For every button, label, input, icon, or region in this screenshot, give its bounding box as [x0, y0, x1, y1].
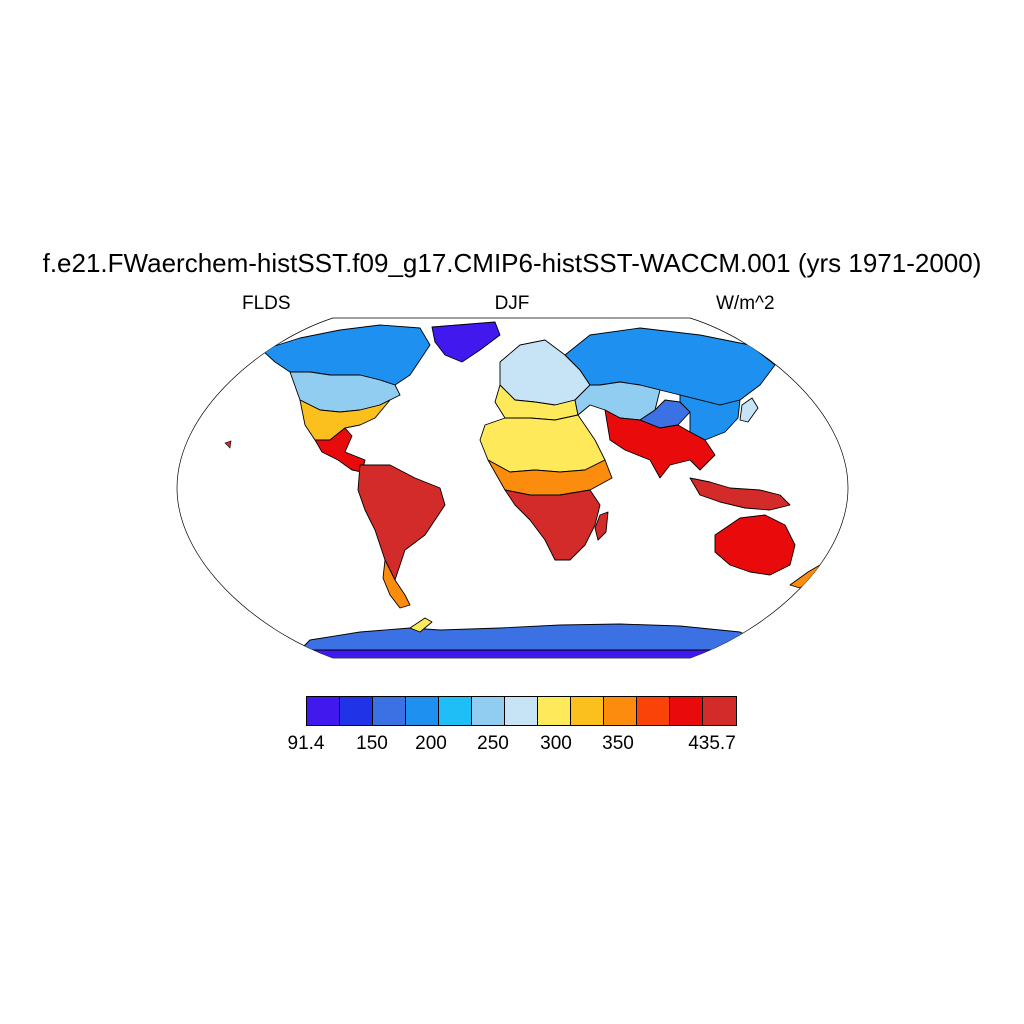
- colorbar-box: [670, 697, 703, 725]
- region-hawaii: [224, 440, 232, 449]
- season-label: DJF: [494, 293, 530, 314]
- colorbar-box: [571, 697, 604, 725]
- region-antarctic-peninsula: [409, 617, 433, 633]
- colorbar-ticks: 91.4 150 200 250 300 350 435.7: [0, 733, 1024, 757]
- colorbar-box: [604, 697, 637, 725]
- variable-label: FLDS: [242, 293, 291, 314]
- colorbar-box: [505, 697, 538, 725]
- colorbar-box: [340, 697, 373, 725]
- colorbar-tick: 200: [415, 733, 447, 754]
- region-south-america: [357, 464, 446, 581]
- colorbar-tick: 350: [602, 733, 634, 754]
- colorbar-tick: 250: [477, 733, 509, 754]
- region-central-america: [314, 427, 366, 473]
- region-patagonia: [382, 559, 411, 609]
- region-antarctica: [299, 649, 761, 658]
- colorbar-tick: 300: [540, 733, 572, 754]
- region-greenland: [431, 321, 501, 363]
- region-madagascar: [594, 511, 609, 541]
- region-australia: [714, 514, 796, 576]
- colorbar-box: [703, 697, 736, 725]
- colorbar-box: [307, 697, 340, 725]
- colorbar-box: [472, 697, 505, 725]
- region-maritime-continent: [689, 477, 791, 511]
- plot-title: f.e21.FWaerchem-histSST.f09_g17.CMIP6-hi…: [42, 248, 982, 278]
- colorbar-tick: 435.7: [688, 733, 736, 754]
- colorbar-box: [538, 697, 571, 725]
- colorbar-box: [439, 697, 472, 725]
- colorbar-tick: 150: [356, 733, 388, 754]
- region-central-africa: [504, 489, 601, 561]
- colorbar: [306, 696, 737, 726]
- colorbar-box: [406, 697, 439, 725]
- units-label: W/m^2: [716, 293, 775, 314]
- region-south-asia: [604, 409, 716, 479]
- region-east-asia: [679, 394, 741, 441]
- region-japan: [739, 397, 759, 423]
- colorbar-tick: 91.4: [287, 733, 325, 754]
- colorbar-box: [373, 697, 406, 725]
- colorbar-box: [637, 697, 670, 725]
